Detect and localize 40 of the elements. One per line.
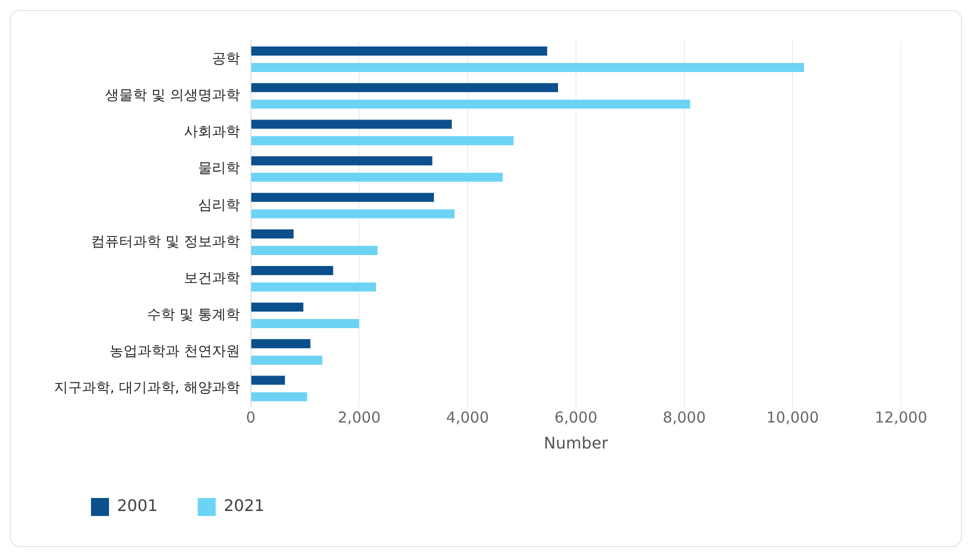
bar	[251, 319, 360, 328]
bar	[251, 209, 455, 218]
bar	[251, 120, 452, 129]
bar	[251, 192, 434, 202]
bar	[251, 392, 308, 402]
y-tick-label: 농업과학과 천연자원	[109, 344, 240, 360]
bar	[251, 266, 334, 276]
bar	[251, 339, 310, 348]
y-tick-label: 심리학	[198, 197, 240, 214]
bar	[251, 46, 548, 56]
bar	[251, 302, 304, 312]
bar	[251, 282, 376, 292]
bar	[251, 376, 285, 385]
legend-label: 2021	[224, 496, 264, 516]
y-tick-label: 공학	[212, 50, 240, 67]
y-tick-label: 컴퓨터과학 및 정보과학	[90, 234, 240, 250]
x-tick-label: 10,000	[766, 408, 819, 427]
x-tick-label: 8,000	[662, 408, 706, 427]
bar	[251, 156, 432, 166]
bar	[251, 356, 322, 365]
y-tick-label: 지구과학, 대기과학, 해양과학	[54, 380, 240, 396]
y-tick-label: 사회과학	[184, 124, 240, 140]
bar	[251, 229, 294, 238]
bar	[251, 83, 558, 92]
x-tick-label: 2,000	[338, 408, 381, 427]
x-tick-label: 0	[246, 408, 256, 427]
y-tick-label: 생물학 및 의생명과학	[104, 88, 240, 104]
y-tick-label: 보건과학	[184, 270, 240, 286]
bar	[251, 172, 503, 182]
bar	[251, 136, 514, 146]
x-tick-label: 12,000	[874, 408, 928, 427]
y-tick-label: 물리학	[198, 160, 240, 177]
x-tick-label: 6,000	[554, 408, 598, 427]
legend-label: 2001	[117, 496, 158, 516]
x-tick-label: 4,000	[446, 408, 490, 427]
x-axis-title: Number	[544, 434, 608, 453]
bar	[251, 62, 804, 72]
bar	[251, 100, 690, 109]
y-tick-label: 수학 및 통계학	[146, 306, 240, 323]
bar	[251, 246, 378, 255]
